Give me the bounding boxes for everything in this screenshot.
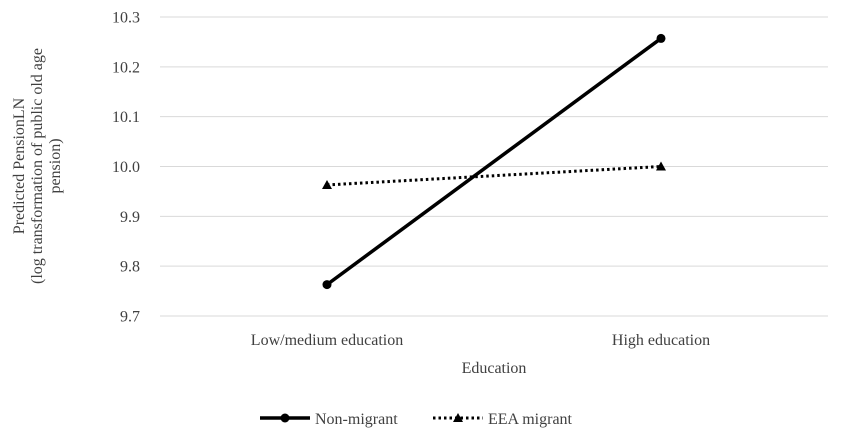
y-tick-label: 10.2 xyxy=(112,59,140,76)
legend-item-eea-migrant: EEA migrant xyxy=(433,411,573,428)
x-tick-label: Low/medium education xyxy=(251,332,403,349)
data-point-non-migrant xyxy=(656,33,666,43)
y-axis-title: Predicted PensionLN (log transformation … xyxy=(11,48,64,284)
series-lines xyxy=(322,33,666,290)
legend-marker-non-migrant xyxy=(280,413,290,423)
series-line-eea-migrant xyxy=(326,165,662,187)
y-tick-label: 10.3 xyxy=(112,10,140,27)
legend-marker-eea-migrant xyxy=(453,413,463,422)
y-tick-label: 9.9 xyxy=(120,209,140,226)
x-axis-ticks: Low/medium education High education xyxy=(251,332,710,349)
data-point-non-migrant xyxy=(322,280,332,290)
x-axis-title: Education xyxy=(462,360,527,377)
data-point-eea-migrant xyxy=(322,179,332,189)
legend-item-non-migrant: Non-migrant xyxy=(260,411,398,428)
y-tick-label: 9.7 xyxy=(120,309,140,326)
y-axis-title-line-2: (log transformation of public old age xyxy=(29,48,46,284)
y-axis-title-line-3: pension) xyxy=(47,138,64,193)
gridlines xyxy=(160,16,828,317)
y-tick-label: 9.8 xyxy=(120,259,140,276)
y-axis-title-line-1: Predicted PensionLN xyxy=(11,97,28,234)
y-tick-label: 10.1 xyxy=(112,109,140,126)
legend: Non-migrant EEA migrant xyxy=(260,411,573,428)
y-axis-ticks: 9.7 9.8 9.9 10.0 10.1 10.2 10.3 xyxy=(112,10,140,326)
legend-label-non-migrant: Non-migrant xyxy=(315,411,398,428)
series-line-non-migrant xyxy=(325,37,663,287)
data-point-eea-migrant xyxy=(656,161,666,171)
y-tick-label: 10.0 xyxy=(112,159,140,176)
legend-label-eea-migrant: EEA migrant xyxy=(488,411,573,428)
x-tick-label: High education xyxy=(612,332,710,349)
